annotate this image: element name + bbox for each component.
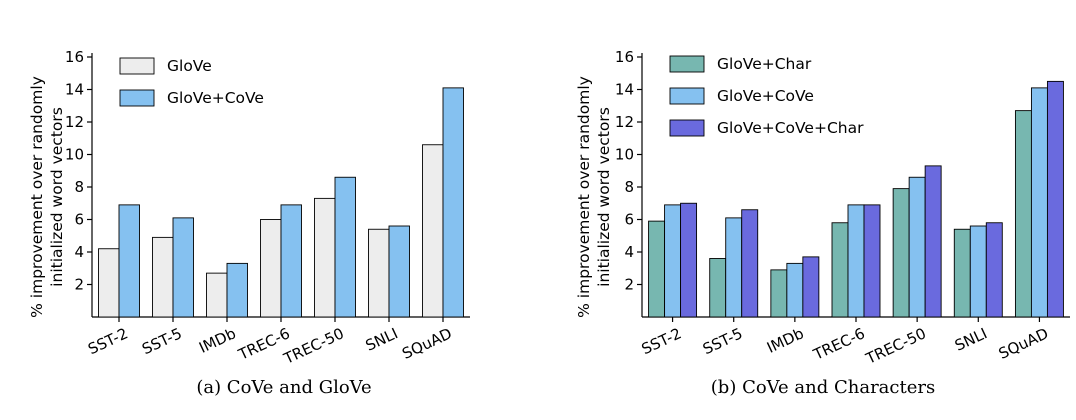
legend-swatch — [669, 119, 705, 137]
y-tick-label: 8 — [74, 178, 84, 196]
y-tick-label: 10 — [65, 146, 84, 164]
legend-swatch — [669, 87, 705, 105]
bar-glove-char — [648, 220, 666, 318]
bar-glove — [152, 236, 174, 318]
bar-glove-cove — [664, 204, 682, 318]
bar-glove — [98, 248, 120, 318]
bar-glove-cove-char — [802, 256, 820, 318]
bar-glove-cove — [388, 225, 410, 318]
y-axis-label: % improvement over randomly — [575, 76, 593, 318]
y-tick-label: 12 — [615, 113, 634, 131]
chart-panel-a: 2 4 6 8 10 12 14 16 % improvement over randomly i… — [28, 48, 470, 398]
bar-glove-cove-char — [985, 222, 1003, 318]
legend-label: GloVe+CoVe — [167, 89, 264, 107]
chart-panel-b: 2 4 6 8 10 12 14 16 % improvement over randomly i… — [575, 48, 1070, 398]
x-tick-label: SST-2 — [85, 324, 130, 358]
y-tick-label: 6 — [74, 211, 84, 229]
x-tick-label: SST-2 — [639, 324, 684, 358]
y-tick-label: 14 — [65, 81, 84, 99]
y-tick-label: 4 — [74, 243, 84, 261]
bar-glove-cove — [786, 262, 804, 318]
x-tick-label: SST-5 — [700, 324, 745, 358]
x-tick-label: IMDb — [764, 324, 806, 357]
y-tick-label: 16 — [65, 48, 84, 66]
bar-glove-cove — [908, 176, 926, 318]
bar-glove — [260, 219, 282, 318]
bar-glove-cove — [1030, 87, 1048, 318]
legend-label: GloVe+CoVe — [717, 87, 814, 105]
bar-glove-char — [892, 188, 910, 318]
y-tick-label: 2 — [74, 276, 84, 294]
bar-glove — [422, 144, 444, 318]
bar-glove-cove-char — [863, 204, 881, 318]
x-tick-label: SNLI — [363, 324, 401, 354]
chart-caption: (b) CoVe and Characters — [711, 377, 935, 398]
legend-label: GloVe+Char — [717, 55, 812, 73]
x-tick-label: SST-5 — [139, 324, 184, 358]
bar-glove-char — [770, 269, 788, 318]
bar-glove-cove — [442, 87, 464, 318]
bar-glove-cove — [280, 204, 302, 318]
legend-swatch — [119, 57, 155, 75]
bar-glove-char — [831, 222, 849, 318]
bar-glove-cove-char — [1046, 80, 1064, 318]
x-tick-label: TREC-50 — [280, 324, 347, 368]
y-tick-label: 8 — [624, 178, 634, 196]
bar-glove — [314, 197, 336, 318]
bar-glove-cove — [118, 204, 140, 318]
y-tick-label: 6 — [624, 211, 634, 229]
y-tick-label: 10 — [615, 146, 634, 164]
x-tick-label: TREC-6 — [810, 324, 868, 364]
bar-glove — [206, 272, 228, 318]
bar-glove-cove — [172, 217, 194, 318]
y-axis-label: initialized word vectors — [595, 107, 613, 287]
x-tick-label: TREC-50 — [862, 324, 929, 368]
bar-glove-cove-char — [680, 202, 698, 318]
y-axis-label: initialized word vectors — [48, 107, 66, 287]
bar-glove-char — [709, 258, 727, 318]
bar-glove-cove-char — [741, 209, 759, 318]
legend-label: GloVe — [167, 57, 212, 75]
bar-glove-cove — [725, 217, 743, 318]
bar-glove-cove — [847, 204, 865, 318]
legend-label: GloVe+CoVe+Char — [717, 119, 864, 137]
bar-glove-cove — [226, 262, 248, 318]
bar-glove-cove — [334, 176, 356, 318]
bar-glove-char — [953, 228, 971, 318]
y-axis-label: % improvement over randomly — [28, 76, 46, 318]
x-tick-label: SNLI — [952, 324, 990, 354]
bar-glove-cove-char — [924, 165, 942, 318]
y-tick-label: 2 — [624, 276, 634, 294]
x-tick-label: SQuAD — [996, 324, 1051, 363]
x-tick-label: SQuAD — [399, 324, 454, 363]
chart-caption: (a) CoVe and GloVe — [196, 377, 371, 398]
bar-glove-char — [1014, 110, 1032, 318]
x-tick-label: IMDb — [196, 324, 238, 357]
y-tick-label: 4 — [624, 243, 634, 261]
y-tick-label: 14 — [615, 81, 634, 99]
legend-swatch — [119, 89, 155, 107]
legend-swatch — [669, 55, 705, 73]
y-tick-label: 16 — [615, 48, 634, 66]
bar-glove — [368, 228, 390, 318]
y-tick-label: 12 — [65, 113, 84, 131]
bar-glove-cove — [969, 225, 987, 318]
